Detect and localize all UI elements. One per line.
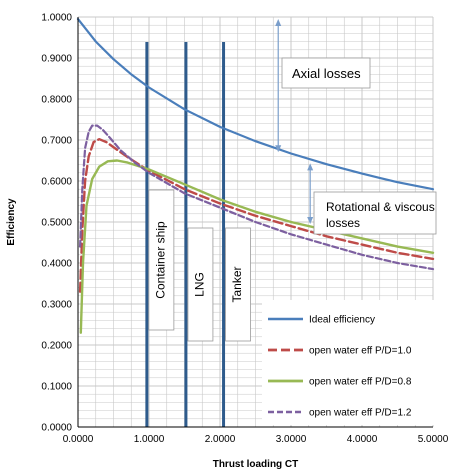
annotations: Axial losses Rotational & viscous losses (275, 19, 437, 235)
y-tick-label: 0.1000 (41, 382, 72, 393)
y-tick-label: 0.2000 (41, 341, 72, 352)
axial-arrow-head-top (275, 19, 282, 27)
x-tick-label: 5.0000 (418, 434, 449, 445)
y-axis-title: Efficiency (6, 198, 17, 246)
series-line (76, 18, 435, 191)
y-tick-label: 0.9000 (41, 54, 72, 65)
legend-label: open water eff P/D=1.2 (309, 408, 412, 419)
vessel-label-box (148, 189, 175, 331)
vessel-label: Tanker (230, 266, 244, 302)
x-tick-label: 2.0000 (205, 434, 236, 445)
rotational-label-box (313, 191, 437, 235)
rotational-arrow-head-top (307, 163, 314, 171)
y-tick-label: 0.8000 (41, 95, 72, 106)
x-tick-label: 1.0000 (134, 434, 165, 445)
y-tick-label: 0.3000 (41, 300, 72, 311)
x-axis-title: Thrust loading CT (213, 459, 299, 470)
series-line (78, 124, 435, 271)
y-tick-label: 0.0000 (41, 423, 72, 434)
vessel-label: Container ship (154, 221, 168, 299)
axial-label: Axial losses (292, 66, 361, 81)
vessel-label-box (225, 227, 251, 342)
legend-box (262, 300, 434, 425)
y-tick-label: 0.4000 (41, 259, 72, 270)
rotational-arrow-head-bottom (307, 217, 314, 225)
axial-arrow-head-bottom (275, 145, 282, 153)
rotational-label-line: losses (326, 216, 360, 230)
legend-label: open water eff P/D=0.8 (309, 377, 412, 388)
legend-label: open water eff P/D=1.0 (309, 346, 412, 357)
y-tick-label: 0.5000 (41, 218, 72, 229)
legend: Ideal efficiency open water eff P/D=1.0 op… (262, 300, 434, 425)
x-tick-label: 3.0000 (276, 434, 307, 445)
vessel-markers: Container ship LNG Tanker (145, 42, 251, 427)
y-tick-label: 1.0000 (41, 13, 72, 24)
x-tick-label: 4.0000 (347, 434, 378, 445)
rotational-label-line: Rotational & viscous (326, 200, 435, 214)
vessel-label-box (187, 227, 214, 342)
axial-label-box (281, 57, 371, 89)
legend-label: Ideal efficiency (309, 315, 375, 326)
y-tick-label: 0.7000 (41, 136, 72, 147)
x-tick-label: 0.0000 (63, 434, 94, 445)
axes: 0.0000 0.1000 0.2000 0.3000 0.4000 0.5000 0.60… (6, 13, 449, 471)
y-tick-label: 0.6000 (41, 177, 72, 188)
vessel-label: LNG (193, 272, 207, 297)
